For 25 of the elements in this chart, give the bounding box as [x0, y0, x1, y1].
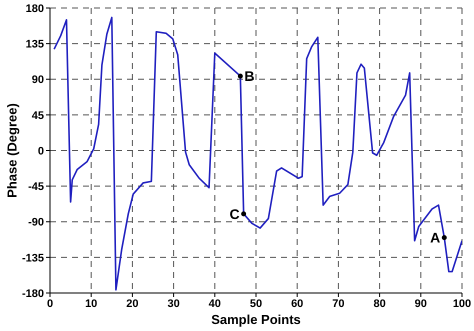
y-tick-label: 45 [32, 110, 44, 122]
x-axis-title: Sample Points [211, 312, 301, 327]
y-tick-label: 0 [38, 145, 44, 158]
x-tick-label: 100 [452, 298, 472, 310]
y-axis-title: Phase (Degree) [4, 103, 20, 198]
x-tick-label: 40 [208, 298, 221, 310]
annotation: A [430, 230, 440, 246]
line-series [53, 16, 462, 291]
y-tick-label: 90 [32, 74, 44, 86]
y-tick-label: 135 [26, 38, 44, 51]
y-tick-label: -90 [28, 216, 44, 229]
x-tick-label: 70 [332, 298, 345, 310]
x-tick-label: 60 [291, 298, 304, 310]
annotation: C [230, 206, 240, 222]
x-tick-label: 0 [46, 298, 54, 310]
x-tick-label: 90 [414, 298, 427, 310]
x-tick-label: 10 [85, 298, 98, 310]
x-tick-label: 30 [167, 298, 180, 310]
y-tick-label: -45 [28, 181, 44, 194]
y-tick-label: -135 [22, 252, 44, 264]
y-tick-label: -180 [22, 288, 44, 300]
x-tick-label: 80 [373, 298, 386, 310]
x-tick-label: 20 [126, 298, 139, 310]
x-tick-label: 50 [250, 298, 262, 310]
y-tick-label: 180 [26, 2, 44, 15]
